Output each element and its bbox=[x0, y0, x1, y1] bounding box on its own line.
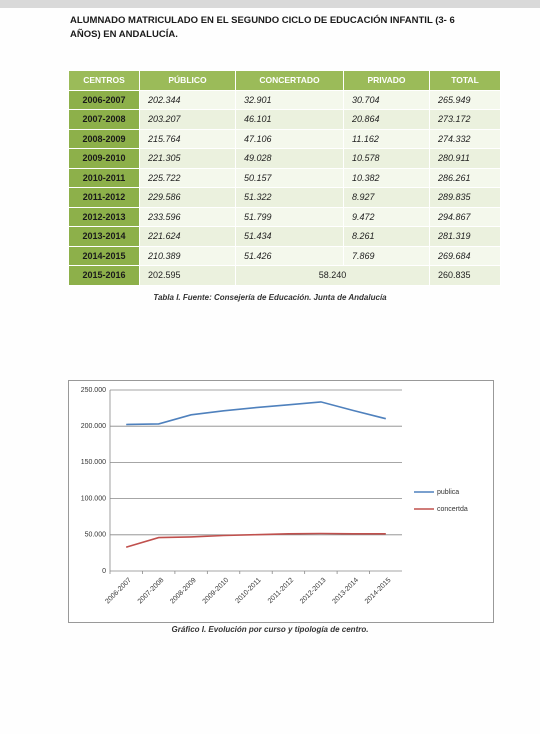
table-cell: 51.322 bbox=[235, 187, 344, 208]
table-cell: 51.426 bbox=[235, 245, 344, 266]
table-cell: 273.172 bbox=[429, 109, 501, 130]
table-cell: 233.596 bbox=[139, 206, 236, 227]
chart-frame bbox=[68, 380, 494, 623]
table-cell: 203.207 bbox=[139, 109, 236, 130]
row-header: 2008-2009 bbox=[68, 128, 140, 149]
top-band bbox=[0, 0, 540, 8]
row-header: 2013-2014 bbox=[68, 226, 140, 247]
table-row: 2013-2014 221.624 51.434 8.261 281.319 bbox=[68, 226, 501, 247]
table-cell: 286.261 bbox=[429, 167, 501, 188]
table-cell: 8.261 bbox=[343, 226, 430, 247]
chart: 050.000100.000150.000200.000250.0002006-… bbox=[68, 380, 494, 623]
series-line bbox=[125, 532, 386, 548]
table-cell: 11.162 bbox=[343, 128, 430, 149]
table-row: 2006-2007 202.344 32.901 30.704 265.949 bbox=[68, 89, 501, 110]
table-cell: 269.684 bbox=[429, 245, 501, 266]
table-cell: 51.799 bbox=[235, 206, 344, 227]
table-row: 2010-2011 225.722 50.157 10.382 286.261 bbox=[68, 167, 501, 188]
series-line bbox=[126, 401, 386, 426]
table-cell: 51.434 bbox=[235, 226, 344, 247]
table-row: 2009-2010 221.305 49.028 10.578 280.911 bbox=[68, 148, 501, 169]
row-header: 2012-2013 bbox=[68, 206, 140, 227]
table-cell: 274.332 bbox=[429, 128, 501, 149]
row-header: 2015-2016 bbox=[68, 265, 140, 286]
y-tick-label: 50.000 bbox=[85, 532, 107, 539]
table-cell: 260.835 bbox=[429, 265, 501, 286]
y-tick-label: 100.000 bbox=[81, 495, 106, 502]
table-cell: 280.911 bbox=[429, 148, 501, 169]
table-cell: 10.382 bbox=[343, 167, 430, 188]
row-header: 2014-2015 bbox=[68, 245, 140, 266]
table-cell: 9.472 bbox=[343, 206, 430, 227]
table-cell: 10.578 bbox=[343, 148, 430, 169]
legend-label: concertda bbox=[437, 506, 468, 513]
table-cell: 47.106 bbox=[235, 128, 344, 149]
table-row: 2011-2012 229.586 51.322 8.927 289.835 bbox=[68, 187, 501, 208]
table-cell: 265.949 bbox=[429, 89, 501, 110]
table-row: 2014-2015 210.389 51.426 7.869 269.684 bbox=[68, 245, 501, 266]
column-header: CENTROS bbox=[68, 70, 140, 91]
table-cell: 229.586 bbox=[139, 187, 236, 208]
document-title: ALUMNADO MATRICULADO EN EL SEGUNDO CICLO… bbox=[70, 15, 455, 40]
table-cell: 20.864 bbox=[343, 109, 430, 130]
table-cell: 289.835 bbox=[429, 187, 501, 208]
table-cell: 30.704 bbox=[343, 89, 430, 110]
y-tick-label: 200.000 bbox=[81, 423, 106, 430]
table-cell: 58.240 bbox=[235, 265, 430, 286]
row-header: 2009-2010 bbox=[68, 148, 140, 169]
legend-label: publica bbox=[437, 489, 459, 496]
y-tick-label: 0 bbox=[102, 568, 106, 575]
y-tick-label: 150.000 bbox=[81, 459, 106, 466]
table-cell: 225.722 bbox=[139, 167, 236, 188]
table-cell: 210.389 bbox=[139, 245, 236, 266]
table-row: 2008-2009 215.764 47.106 11.162 274.332 bbox=[68, 128, 501, 149]
row-header: 2011-2012 bbox=[68, 187, 140, 208]
table-cell: 49.028 bbox=[235, 148, 344, 169]
table-cell: 46.101 bbox=[235, 109, 344, 130]
header-row: CENTROS PÚBLICO CONCERTADO PRIVADO TOTAL bbox=[68, 70, 501, 91]
row-header: 2007-2008 bbox=[68, 109, 140, 130]
table-cell: 50.157 bbox=[235, 167, 344, 188]
table-cell: 281.319 bbox=[429, 226, 501, 247]
table-cell: 294.867 bbox=[429, 206, 501, 227]
y-tick-label: 250.000 bbox=[81, 387, 106, 394]
table-cell: 221.305 bbox=[139, 148, 236, 169]
row-header: 2010-2011 bbox=[68, 167, 140, 188]
column-header: CONCERTADO bbox=[235, 70, 344, 91]
column-header: PRIVADO bbox=[343, 70, 430, 91]
table-row: 2007-2008 203.207 46.101 20.864 273.172 bbox=[68, 109, 501, 130]
column-header: PÚBLICO bbox=[139, 70, 236, 91]
table-cell: 202.595 bbox=[139, 265, 236, 286]
table-cell: 215.764 bbox=[139, 128, 236, 149]
data-table: CENTROS PÚBLICO CONCERTADO PRIVADO TOTAL 2006… bbox=[68, 70, 501, 286]
table-cell: 221.624 bbox=[139, 226, 236, 247]
table-cell: 8.927 bbox=[343, 187, 430, 208]
table-row: 2015-2016 202.595 58.240 260.835 bbox=[68, 265, 501, 286]
table-cell: 7.869 bbox=[343, 245, 430, 266]
table-cell: 32.901 bbox=[235, 89, 344, 110]
row-header: 2006-2007 bbox=[68, 89, 140, 110]
table-row: 2012-2013 233.596 51.799 9.472 294.867 bbox=[68, 206, 501, 227]
table-caption: Tabla I. Fuente: Consejería de Educación… bbox=[153, 293, 387, 302]
table-cell: 202.344 bbox=[139, 89, 236, 110]
column-header: TOTAL bbox=[429, 70, 501, 91]
chart-caption: Gráfico I. Evolución por curso y tipolog… bbox=[171, 625, 369, 634]
